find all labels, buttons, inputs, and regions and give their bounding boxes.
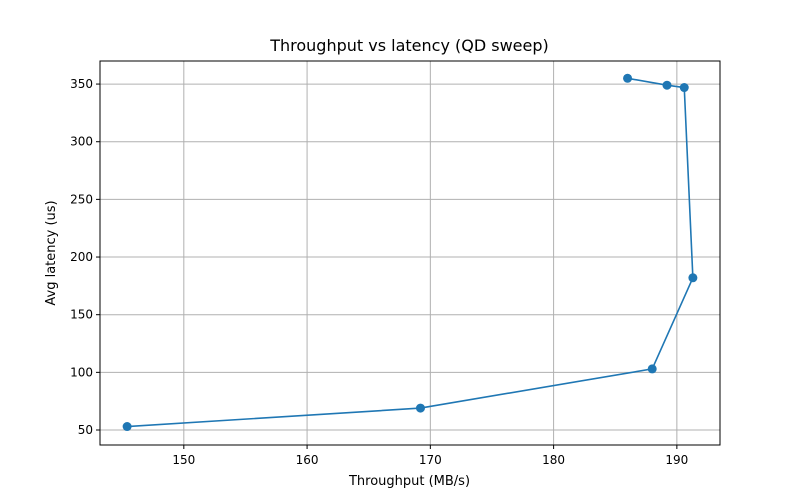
chart-title: Throughput vs latency (QD sweep) [269, 36, 549, 55]
series-layer [122, 73, 698, 432]
data-point [623, 73, 633, 83]
x-axis-ticks: 150 160 170 180 190 [172, 445, 688, 467]
plot-area: 150 160 170 180 190 50 100 150 200 250 300 350 [70, 60, 721, 467]
data-point [662, 80, 672, 90]
x-tick-label: 190 [665, 453, 688, 467]
data-point [647, 364, 657, 374]
y-tick-label: 50 [78, 423, 93, 437]
x-tick-label: 150 [172, 453, 195, 467]
plot-background [100, 61, 720, 445]
data-point [688, 273, 698, 283]
x-tick-label: 160 [296, 453, 319, 467]
x-tick-label: 170 [419, 453, 442, 467]
data-point [679, 83, 689, 93]
grid [100, 61, 720, 445]
y-tick-label: 200 [70, 250, 93, 264]
y-axis-ticks: 50 100 150 200 250 300 350 [70, 77, 100, 437]
x-axis-label: Throughput (MB/s) [348, 474, 470, 489]
y-tick-label: 150 [70, 308, 93, 322]
y-tick-label: 350 [70, 77, 93, 91]
x-tick-label: 180 [542, 453, 565, 467]
y-tick-label: 300 [70, 135, 93, 149]
y-tick-label: 250 [70, 192, 93, 206]
plot-frame [99, 60, 721, 446]
data-point [122, 422, 132, 432]
y-tick-label: 100 [70, 365, 93, 379]
y-axis-label: Avg latency (us) [44, 200, 59, 305]
data-point [415, 403, 425, 413]
